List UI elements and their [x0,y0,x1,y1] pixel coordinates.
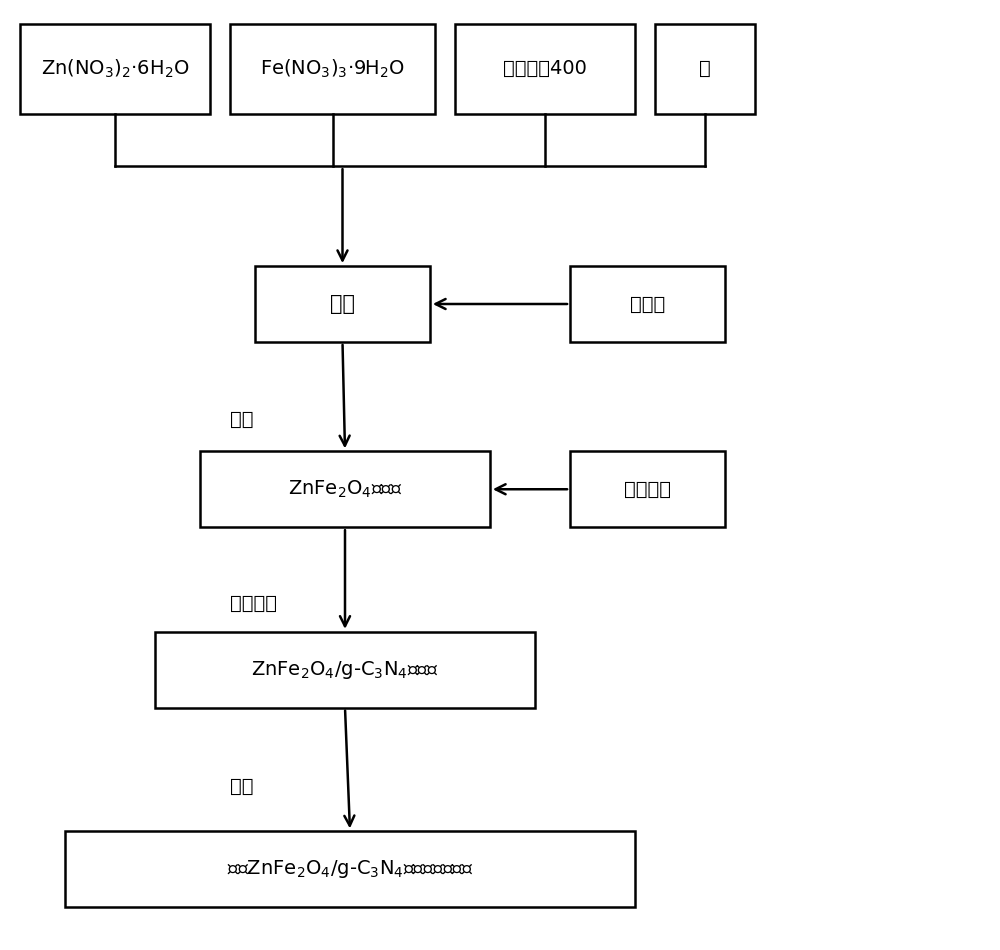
Text: 锻烧: 锻烧 [230,777,254,796]
FancyBboxPatch shape [255,266,430,342]
Text: 三聚氰胺: 三聚氰胺 [624,480,671,499]
FancyBboxPatch shape [230,24,435,114]
Text: 磁性ZnFe$_2$O$_4$/g-C$_3$N$_4$复合光傅化材料: 磁性ZnFe$_2$O$_4$/g-C$_3$N$_4$复合光傅化材料 [227,858,473,881]
FancyBboxPatch shape [20,24,210,114]
Text: 柠檬酸: 柠檬酸 [630,294,665,314]
FancyBboxPatch shape [570,451,725,527]
FancyBboxPatch shape [65,831,635,907]
Text: 溶胶凝胶: 溶胶凝胶 [230,594,277,613]
Text: Zn(NO$_3$)$_2$·6H$_2$O: Zn(NO$_3$)$_2$·6H$_2$O [41,58,189,80]
FancyBboxPatch shape [655,24,755,114]
Text: 水: 水 [699,59,711,79]
Text: 蘵发: 蘵发 [230,410,254,429]
Text: ZnFe$_2$O$_4$前驱体: ZnFe$_2$O$_4$前驱体 [288,479,402,500]
FancyBboxPatch shape [455,24,635,114]
Text: ZnFe$_2$O$_4$/g-C$_3$N$_4$前驱体: ZnFe$_2$O$_4$/g-C$_3$N$_4$前驱体 [251,658,439,681]
Text: 聚乙二醇400: 聚乙二醇400 [503,59,587,79]
FancyBboxPatch shape [200,451,490,527]
Text: 溶液: 溶液 [330,294,355,314]
Text: Fe(NO$_3$)$_3$·9H$_2$O: Fe(NO$_3$)$_3$·9H$_2$O [260,58,405,80]
FancyBboxPatch shape [570,266,725,342]
FancyBboxPatch shape [155,632,535,708]
